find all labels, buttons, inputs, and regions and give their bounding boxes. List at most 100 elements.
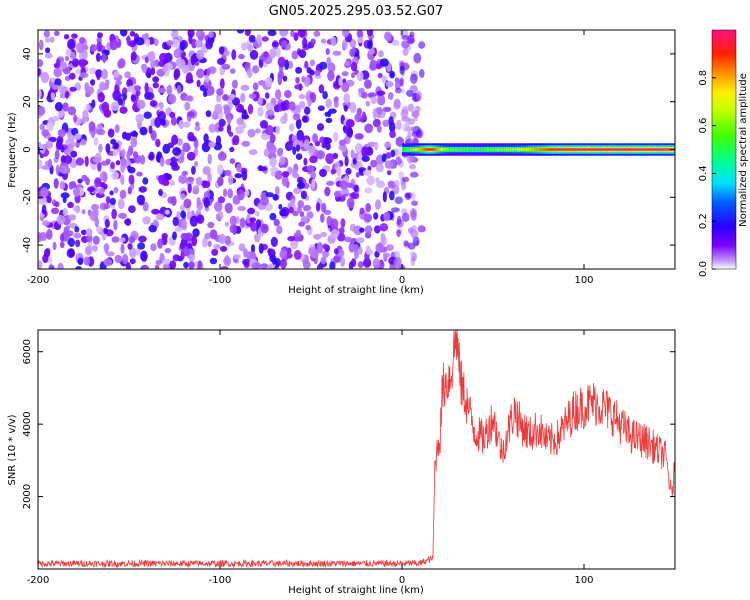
signal-band-cell bbox=[607, 148, 610, 151]
noise-blob bbox=[302, 37, 308, 49]
noise-blob bbox=[96, 70, 101, 81]
noise-blob bbox=[411, 131, 419, 138]
noise-blob bbox=[208, 141, 216, 148]
noise-blob bbox=[410, 192, 416, 201]
noise-blob bbox=[207, 153, 212, 165]
noise-blob bbox=[263, 51, 269, 58]
signal-band-cell bbox=[631, 148, 634, 151]
noise-blob bbox=[158, 101, 164, 109]
noise-blob bbox=[41, 220, 50, 227]
noise-blob bbox=[330, 228, 339, 239]
noise-blob bbox=[205, 110, 212, 118]
noise-blob bbox=[101, 68, 108, 80]
signal-band-cell bbox=[505, 148, 508, 151]
signal-band-cell bbox=[542, 148, 545, 151]
noise-blob bbox=[344, 156, 349, 167]
noise-blob bbox=[249, 217, 257, 223]
noise-blob bbox=[202, 167, 210, 174]
noise-blob bbox=[374, 141, 379, 151]
noise-blob bbox=[115, 160, 121, 166]
noise-blob bbox=[87, 186, 96, 193]
noise-blob bbox=[359, 207, 365, 215]
noise-blob bbox=[322, 243, 329, 250]
noise-blob bbox=[150, 67, 156, 76]
noise-blob bbox=[258, 243, 264, 254]
noise-blob bbox=[264, 92, 270, 99]
signal-band-cell bbox=[649, 148, 652, 151]
noise-blob bbox=[301, 75, 306, 83]
noise-blob bbox=[159, 156, 165, 167]
signal-band-cell bbox=[656, 148, 659, 151]
noise-blob bbox=[112, 149, 119, 157]
signal-band-cell bbox=[440, 148, 443, 151]
noise-blob bbox=[340, 218, 346, 229]
noise-blob bbox=[96, 32, 103, 39]
noise-blob bbox=[38, 105, 46, 116]
signal-band-cell bbox=[662, 148, 665, 151]
noise-blob bbox=[218, 233, 226, 245]
snr-panel: -200 -100 0 100 2000 4000 6000 Height of stra… bbox=[7, 329, 676, 596]
signal-band-cell bbox=[540, 148, 543, 151]
noise-blob bbox=[189, 215, 198, 227]
noise-blob bbox=[41, 129, 50, 137]
noise-blob bbox=[68, 237, 75, 247]
noise-blob bbox=[127, 205, 136, 214]
colorbar-tick-label: 0.4 bbox=[698, 165, 709, 181]
y-tick-label: -20 bbox=[22, 189, 33, 205]
noise-blob bbox=[228, 131, 234, 137]
signal-band-cell bbox=[422, 148, 425, 151]
noise-blob bbox=[319, 168, 327, 178]
noise-blob bbox=[169, 161, 178, 168]
noise-blob bbox=[84, 155, 89, 167]
signal-band-cell bbox=[609, 148, 612, 151]
signal-band-cell bbox=[636, 148, 639, 151]
noise-blob bbox=[413, 52, 422, 64]
noise-blob bbox=[326, 180, 335, 186]
noise-blob bbox=[65, 55, 69, 62]
noise-blob bbox=[129, 258, 136, 265]
noise-blob bbox=[248, 149, 258, 156]
noise-blob bbox=[248, 34, 256, 43]
noise-blob bbox=[363, 213, 372, 223]
noise-blob bbox=[130, 51, 137, 61]
noise-blob bbox=[384, 31, 392, 41]
noise-blob bbox=[246, 251, 254, 260]
noise-blob bbox=[98, 187, 105, 195]
signal-band-cell bbox=[534, 148, 538, 151]
noise-blob bbox=[290, 198, 296, 207]
noise-blob bbox=[129, 31, 136, 37]
noise-blob bbox=[73, 114, 78, 123]
noise-blob bbox=[341, 82, 350, 93]
noise-blob bbox=[401, 105, 409, 116]
noise-blob bbox=[342, 39, 348, 50]
noise-blob bbox=[230, 68, 236, 74]
noise-blob bbox=[229, 215, 237, 226]
noise-blob bbox=[394, 120, 402, 130]
noise-blob bbox=[192, 228, 200, 238]
y-tick-label: 4000 bbox=[22, 411, 33, 436]
noise-blob bbox=[158, 174, 167, 185]
noise-blob bbox=[127, 165, 132, 172]
noise-blob bbox=[142, 201, 149, 212]
noise-blob bbox=[308, 145, 316, 153]
noise-blob bbox=[169, 260, 177, 269]
snr-y-ticks: 2000 4000 6000 bbox=[22, 339, 675, 509]
noise-blob bbox=[229, 146, 235, 153]
signal-band-cell bbox=[591, 148, 594, 151]
signal-band-cell bbox=[500, 148, 503, 151]
noise-blob bbox=[329, 261, 336, 269]
signal-band-cell bbox=[509, 148, 512, 151]
noise-blob bbox=[53, 30, 60, 36]
noise-blob bbox=[150, 130, 157, 141]
signal-band-cell bbox=[594, 148, 598, 151]
noise-blob bbox=[282, 171, 290, 178]
noise-blob bbox=[250, 244, 256, 254]
noise-blob bbox=[377, 94, 386, 106]
noise-blob bbox=[154, 264, 160, 269]
noise-blob bbox=[241, 114, 250, 120]
signal-band-cell bbox=[445, 148, 448, 151]
noise-blob bbox=[252, 65, 260, 74]
noise-blob bbox=[140, 264, 149, 269]
noise-blob bbox=[217, 176, 224, 187]
noise-blob bbox=[162, 258, 171, 265]
